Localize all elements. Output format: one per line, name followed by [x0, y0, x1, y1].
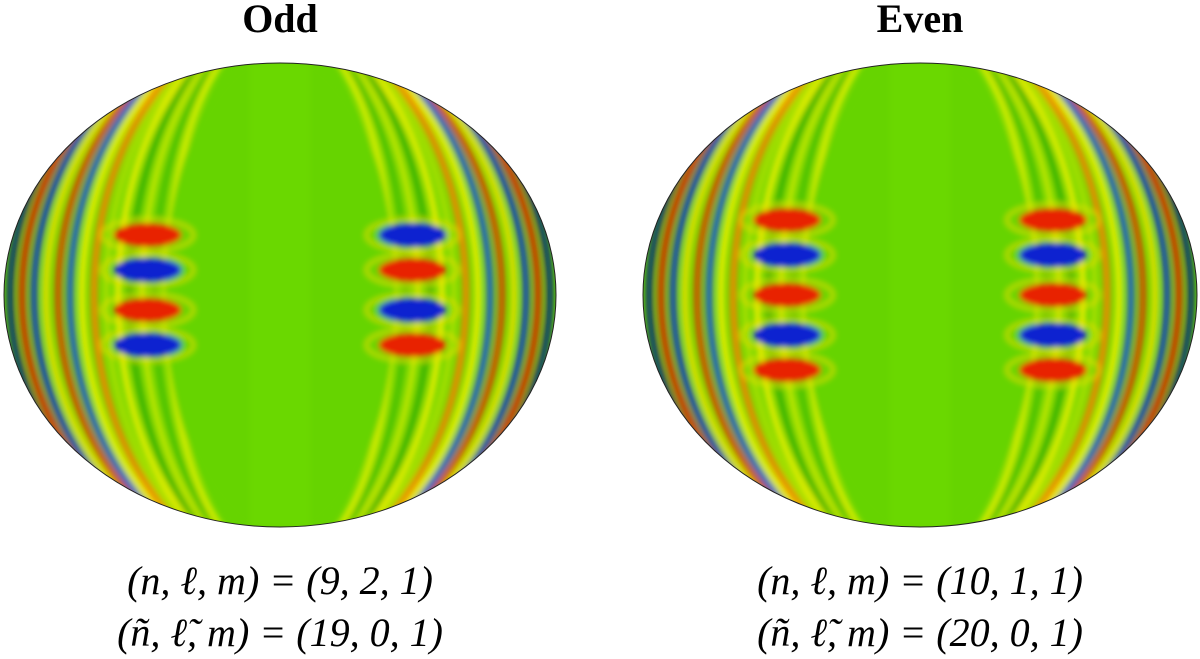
lobe-halo [364, 292, 461, 328]
lobe-halo [739, 277, 836, 313]
lobe [113, 258, 182, 282]
lobe [378, 258, 447, 282]
mode-plot [643, 63, 1197, 527]
lobe-halo [99, 217, 196, 253]
band [102, 63, 458, 527]
band [669, 63, 1171, 527]
lobe [1018, 323, 1087, 347]
lobe [113, 298, 182, 322]
lobe-halo [739, 237, 836, 273]
lobe [378, 333, 447, 357]
band [657, 63, 1183, 527]
core-band [890, 63, 950, 527]
lobe-halo [739, 317, 836, 353]
lobe-halo [1004, 317, 1101, 353]
band [30, 63, 530, 527]
lobe [1018, 208, 1087, 232]
lobe [1018, 358, 1087, 382]
lobe-halo [364, 327, 461, 363]
band [6, 63, 554, 527]
lobe [1018, 283, 1087, 307]
pattern [6, 63, 554, 527]
lobe-halo [364, 252, 461, 288]
lobe [753, 323, 822, 347]
lobe-halo [739, 202, 836, 238]
band [18, 63, 542, 527]
plot-outline [3, 62, 557, 528]
lobe-halo [1004, 202, 1101, 238]
lobe-halo [1004, 237, 1101, 273]
band [681, 63, 1159, 527]
mode-label: (ñ, ℓ̃, m) = (19, 0, 1) [117, 610, 443, 655]
lobe-halo [1004, 277, 1101, 313]
lobe [113, 223, 182, 247]
lobe-halo [99, 252, 196, 288]
core-band [250, 63, 310, 527]
band [66, 63, 494, 527]
lobe-halo [99, 292, 196, 328]
lobe [113, 333, 182, 357]
lobe-halo [364, 217, 461, 253]
mode-label: (ñ, ℓ̃, m) = (20, 0, 1) [757, 610, 1083, 655]
band [729, 63, 1111, 527]
lobe [753, 208, 822, 232]
lobe-halo [99, 327, 196, 363]
band [741, 63, 1099, 527]
band [42, 63, 518, 527]
lobe [753, 243, 822, 267]
lobe [753, 283, 822, 307]
band [705, 63, 1135, 527]
lobe-halo [1004, 352, 1101, 388]
panel-title: Even [877, 0, 964, 41]
plot-outline [642, 62, 1198, 528]
lobe [378, 298, 447, 322]
band [693, 63, 1147, 527]
band [78, 63, 482, 527]
band [717, 63, 1123, 527]
lobe [753, 358, 822, 382]
mode-plot [4, 63, 556, 527]
lobe-halo [739, 352, 836, 388]
pattern [645, 63, 1195, 527]
band [90, 63, 470, 527]
lobe [378, 223, 447, 247]
panel-title: Odd [242, 0, 318, 41]
lobe [1018, 243, 1087, 267]
band [114, 63, 446, 527]
band [54, 63, 506, 527]
mode-label: (n, ℓ, m) = (10, 1, 1) [757, 558, 1083, 603]
band [645, 63, 1195, 527]
mode-label: (n, ℓ, m) = (9, 2, 1) [127, 558, 433, 603]
